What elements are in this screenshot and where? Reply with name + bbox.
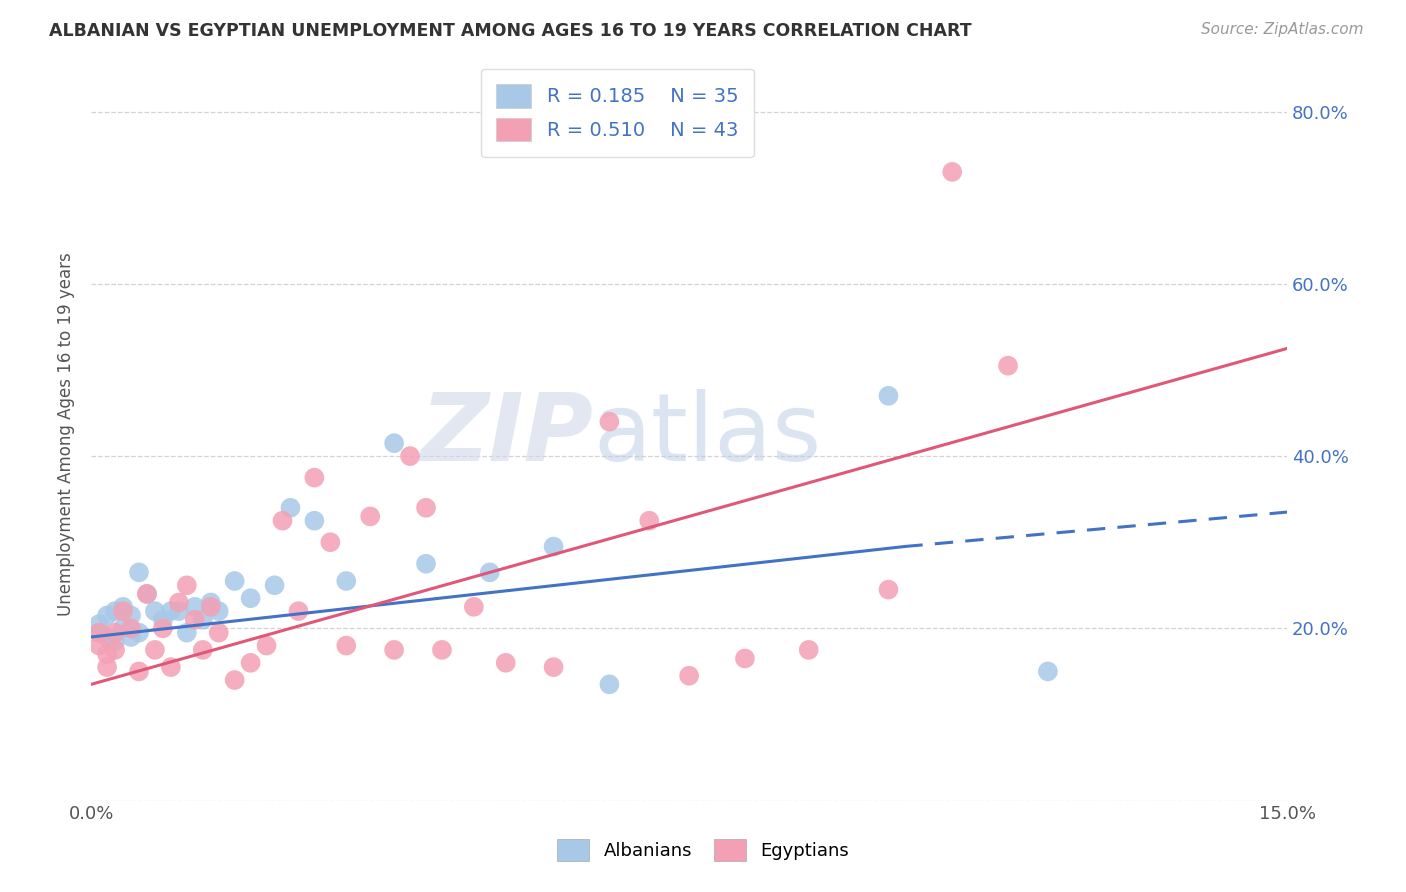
- Point: [224, 574, 246, 588]
- Point: [112, 621, 135, 635]
- Point: [1036, 665, 1059, 679]
- Point: [734, 651, 756, 665]
- Text: ALBANIAN VS EGYPTIAN UNEMPLOYMENT AMONG AGES 16 TO 19 YEARS CORRELATION CHART: ALBANIAN VS EGYPTIAN UNEMPLOYMENT AMONG …: [49, 22, 972, 40]
- Point: [120, 630, 142, 644]
- Point: [128, 566, 150, 580]
- Point: [104, 625, 127, 640]
- Point: [941, 165, 963, 179]
- Point: [598, 677, 620, 691]
- Text: ZIP: ZIP: [420, 389, 593, 481]
- Point: [128, 625, 150, 640]
- Point: [997, 359, 1019, 373]
- Point: [478, 566, 501, 580]
- Point: [128, 665, 150, 679]
- Point: [200, 595, 222, 609]
- Point: [415, 500, 437, 515]
- Point: [543, 540, 565, 554]
- Point: [143, 643, 166, 657]
- Point: [152, 613, 174, 627]
- Point: [797, 643, 820, 657]
- Point: [184, 613, 207, 627]
- Point: [399, 449, 422, 463]
- Point: [319, 535, 342, 549]
- Point: [96, 630, 118, 644]
- Legend: Albanians, Egyptians: Albanians, Egyptians: [547, 830, 859, 870]
- Point: [191, 613, 214, 627]
- Point: [167, 595, 190, 609]
- Point: [136, 587, 159, 601]
- Point: [120, 621, 142, 635]
- Point: [239, 591, 262, 606]
- Point: [208, 604, 231, 618]
- Point: [208, 625, 231, 640]
- Point: [263, 578, 285, 592]
- Point: [495, 656, 517, 670]
- Point: [304, 514, 326, 528]
- Point: [89, 625, 111, 640]
- Point: [271, 514, 294, 528]
- Point: [415, 557, 437, 571]
- Point: [304, 470, 326, 484]
- Point: [167, 604, 190, 618]
- Text: Source: ZipAtlas.com: Source: ZipAtlas.com: [1201, 22, 1364, 37]
- Point: [112, 604, 135, 618]
- Point: [224, 673, 246, 687]
- Point: [96, 660, 118, 674]
- Point: [877, 389, 900, 403]
- Point: [382, 436, 405, 450]
- Point: [678, 669, 700, 683]
- Point: [200, 599, 222, 614]
- Point: [160, 660, 183, 674]
- Point: [96, 647, 118, 661]
- Point: [543, 660, 565, 674]
- Point: [152, 621, 174, 635]
- Point: [463, 599, 485, 614]
- Point: [160, 604, 183, 618]
- Point: [335, 639, 357, 653]
- Point: [184, 599, 207, 614]
- Point: [89, 617, 111, 632]
- Point: [143, 604, 166, 618]
- Point: [430, 643, 453, 657]
- Point: [256, 639, 278, 653]
- Point: [239, 656, 262, 670]
- Point: [280, 500, 302, 515]
- Legend: R = 0.185    N = 35, R = 0.510    N = 43: R = 0.185 N = 35, R = 0.510 N = 43: [481, 69, 754, 157]
- Point: [176, 625, 198, 640]
- Point: [638, 514, 661, 528]
- Y-axis label: Unemployment Among Ages 16 to 19 years: Unemployment Among Ages 16 to 19 years: [58, 252, 75, 616]
- Text: atlas: atlas: [593, 389, 821, 481]
- Point: [104, 634, 127, 648]
- Point: [120, 608, 142, 623]
- Point: [287, 604, 309, 618]
- Point: [335, 574, 357, 588]
- Point: [104, 643, 127, 657]
- Point: [877, 582, 900, 597]
- Point: [112, 599, 135, 614]
- Point: [96, 608, 118, 623]
- Point: [104, 604, 127, 618]
- Point: [191, 643, 214, 657]
- Point: [89, 625, 111, 640]
- Point: [598, 415, 620, 429]
- Point: [89, 639, 111, 653]
- Point: [359, 509, 381, 524]
- Point: [176, 578, 198, 592]
- Point: [382, 643, 405, 657]
- Point: [136, 587, 159, 601]
